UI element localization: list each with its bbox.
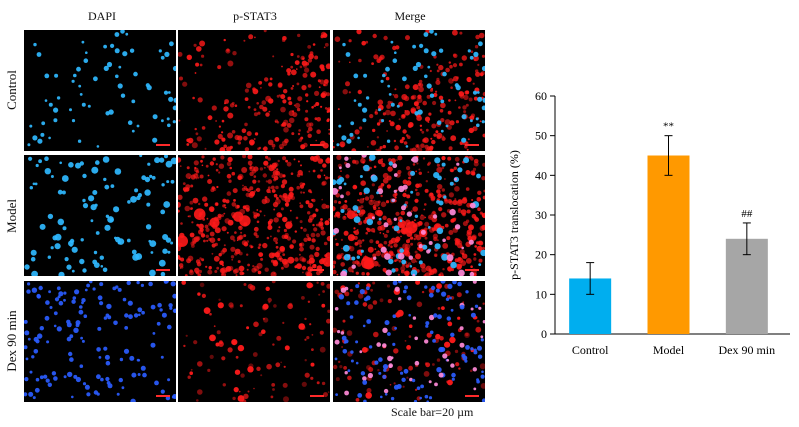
significance-mark: ** — [663, 121, 674, 133]
micrograph-model-merge — [333, 155, 485, 276]
y-tick-label: 10 — [535, 287, 547, 301]
x-tick-label: Control — [572, 343, 609, 357]
micrograph-control-merge — [333, 30, 485, 151]
bar-chart: 0 10 20 30 40 50 60 p-STAT3 translocation (%) Co… — [500, 80, 795, 370]
micrograph-control-pstat3 — [178, 30, 330, 151]
micrograph-control-dapi — [24, 30, 176, 151]
y-tick-label: 0 — [541, 327, 547, 341]
x-tick-label: Model — [653, 343, 685, 357]
scale-bar-marker — [310, 144, 324, 146]
micrograph-dex-pstat3 — [178, 281, 330, 402]
column-header-merge: Merge — [394, 9, 426, 23]
bar-chart-svg: 0 10 20 30 40 50 60 p-STAT3 translocation (%) Co… — [507, 89, 790, 357]
scale-bar-marker — [310, 395, 324, 397]
micrograph-image — [24, 155, 176, 276]
y-tick-label: 40 — [535, 168, 547, 182]
micrograph-image — [178, 30, 330, 151]
significance-mark: ## — [741, 208, 753, 220]
micrograph-model-pstat3 — [178, 155, 330, 276]
micrograph-model-dapi — [24, 155, 176, 276]
scale-bar-marker — [156, 395, 170, 397]
y-tick-label: 50 — [535, 129, 547, 143]
column-header-pstat3: p-STAT3 — [233, 9, 277, 23]
micrograph-image — [333, 281, 485, 402]
micrograph-image — [333, 155, 485, 276]
micrograph-image — [24, 30, 176, 151]
y-tick-label: 20 — [535, 248, 547, 262]
y-axis-label: p-STAT3 translocation (%) — [507, 150, 521, 280]
x-tick-label: Dex 90 min — [718, 343, 775, 357]
y-tick-label: 30 — [535, 208, 547, 222]
micrograph-image — [333, 30, 485, 151]
scale-bar-marker — [465, 144, 479, 146]
scale-bar-marker — [465, 269, 479, 271]
scale-bar-marker — [156, 144, 170, 146]
scale-bar-marker — [310, 269, 324, 271]
y-tick-label: 60 — [535, 89, 547, 103]
micrograph-dex-dapi — [24, 281, 176, 402]
row-header-dex: Dex 90 min — [4, 310, 19, 372]
bar — [647, 155, 690, 334]
scale-bar-note: Scale bar=20 µm — [391, 405, 474, 419]
row-header-control: Control — [4, 70, 19, 110]
scale-bar-marker — [156, 269, 170, 271]
micrograph-dex-merge — [333, 281, 485, 402]
micrograph-image — [178, 155, 330, 276]
micrograph-image — [178, 281, 330, 402]
column-header-dapi: DAPI — [87, 9, 116, 23]
row-header-model: Model — [4, 199, 19, 233]
scale-bar-marker — [465, 395, 479, 397]
micrograph-image — [24, 281, 176, 402]
